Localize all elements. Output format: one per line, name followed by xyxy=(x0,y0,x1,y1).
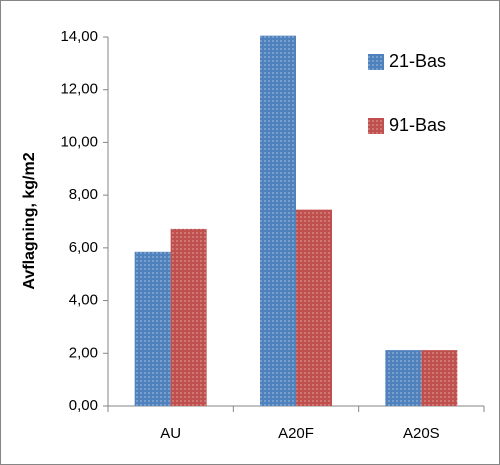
legend-swatch xyxy=(368,118,384,134)
bar xyxy=(134,251,171,406)
y-tick-label: 14,00 xyxy=(60,28,98,45)
y-tick-label: 4,00 xyxy=(69,292,98,309)
bar xyxy=(385,350,422,406)
y-tick-label: 8,00 xyxy=(69,186,98,203)
x-tick-label: A20F xyxy=(278,425,314,442)
x-tick-label: A20S xyxy=(403,425,440,442)
y-tick-label: 2,00 xyxy=(69,344,98,361)
y-tick-label: 10,00 xyxy=(60,133,98,150)
legend-label: 21-Bas xyxy=(389,51,446,71)
legend-swatch xyxy=(368,54,384,70)
bar xyxy=(421,350,458,406)
y-tick-label: 0,00 xyxy=(69,397,98,414)
y-tick-label: 12,00 xyxy=(60,81,98,98)
y-axis-title: Avflagning, kg/m2 xyxy=(21,152,38,289)
x-tick-label: AU xyxy=(160,425,181,442)
legend-label: 91-Bas xyxy=(389,115,446,135)
y-tick-label: 6,00 xyxy=(69,239,98,256)
bar xyxy=(296,209,332,406)
bar xyxy=(170,228,207,406)
bar xyxy=(260,35,296,407)
